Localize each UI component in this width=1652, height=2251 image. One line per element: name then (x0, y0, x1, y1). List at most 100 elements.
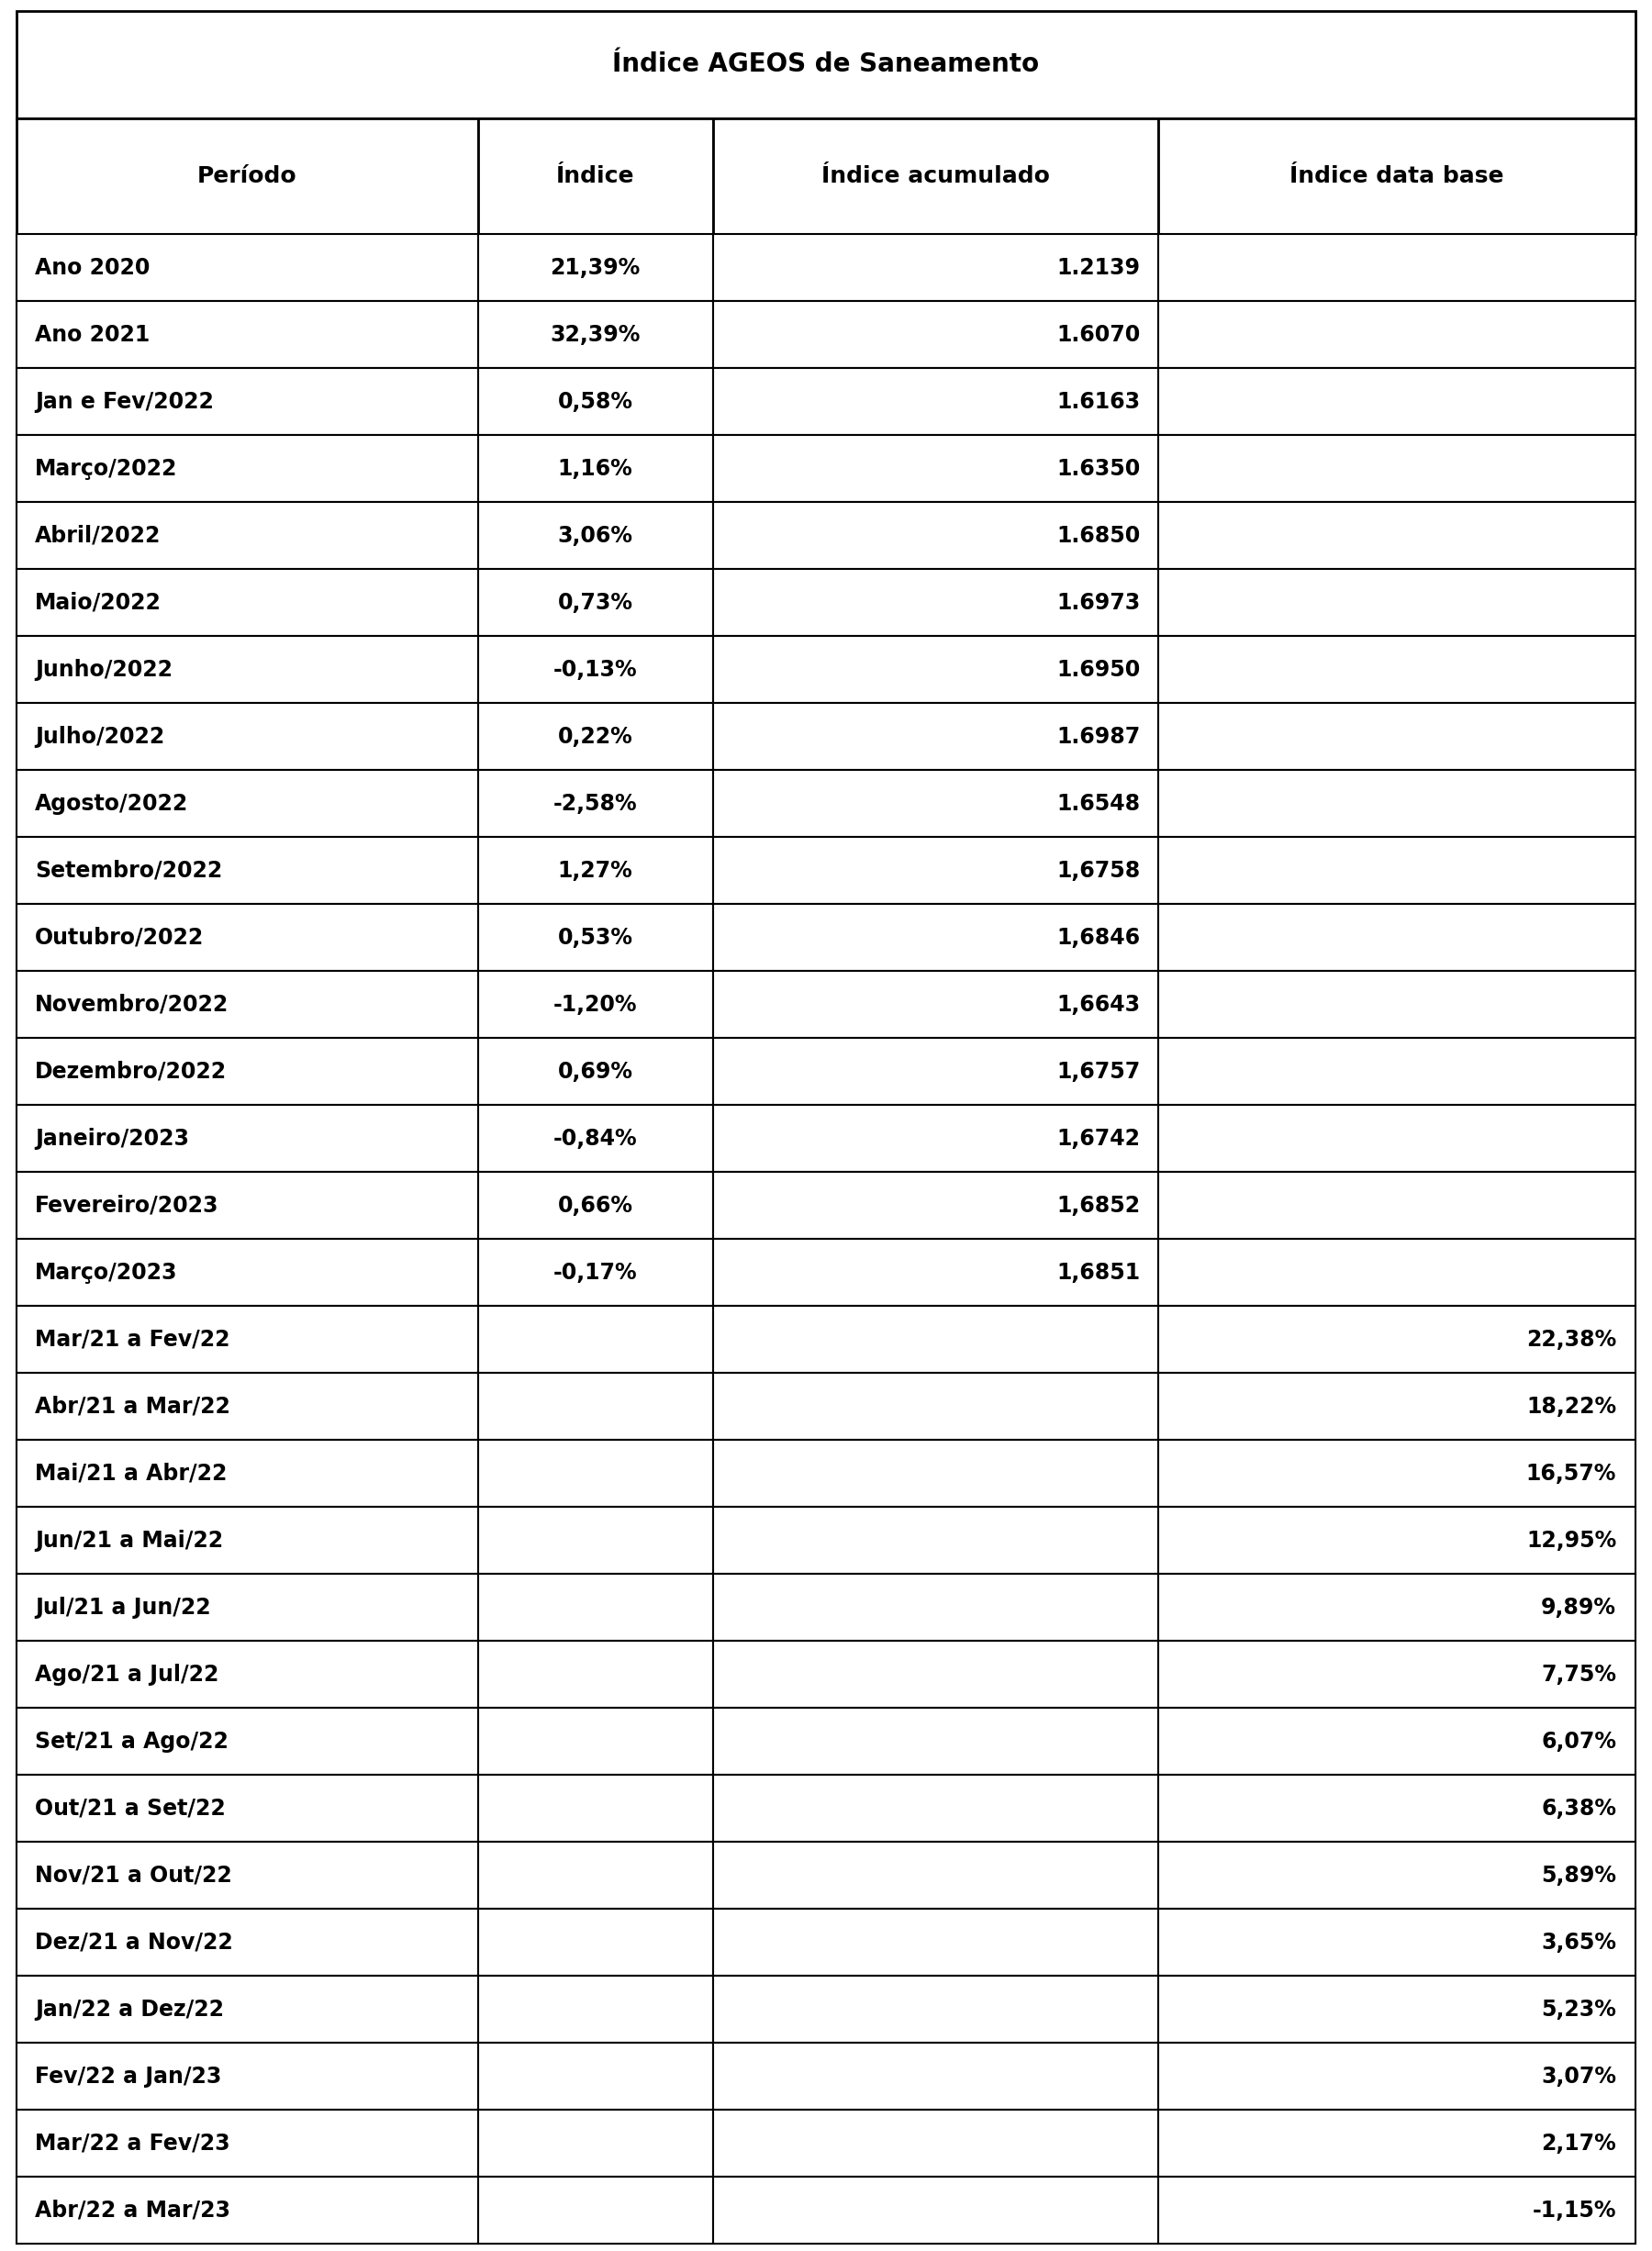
Bar (712, 970, 1158, 1038)
Bar (17, 1441, 477, 1506)
Bar (1158, 302, 1635, 369)
Text: Ano 2020: Ano 2020 (35, 257, 150, 279)
Bar (712, 1909, 1158, 1976)
Bar (477, 2109, 712, 2177)
Bar (712, 770, 1158, 837)
Bar (712, 369, 1158, 434)
Bar (477, 1306, 712, 1373)
Bar (477, 702, 712, 770)
Text: 9,89%: 9,89% (1541, 1596, 1616, 1618)
Bar (17, 1641, 477, 1709)
Bar (17, 1709, 477, 1774)
Text: Mar/21 a Fev/22: Mar/21 a Fev/22 (35, 1328, 230, 1351)
Bar (712, 1976, 1158, 2042)
Bar (712, 434, 1158, 502)
Bar (712, 1373, 1158, 1441)
Bar (17, 234, 477, 302)
Bar (17, 770, 477, 837)
Bar (17, 905, 477, 970)
Text: Dez/21 a Nov/22: Dez/21 a Nov/22 (35, 1931, 233, 1954)
Bar (477, 837, 712, 905)
Text: 0,73%: 0,73% (558, 592, 633, 615)
Bar (17, 837, 477, 905)
Text: 22,38%: 22,38% (1526, 1328, 1616, 1351)
Text: 0,22%: 0,22% (558, 725, 633, 747)
Bar (17, 637, 477, 702)
Text: 1,6757: 1,6757 (1056, 1060, 1140, 1083)
Bar (17, 1573, 477, 1641)
Text: 12,95%: 12,95% (1526, 1528, 1616, 1551)
Bar (477, 1105, 712, 1173)
Text: Março/2023: Março/2023 (35, 1261, 178, 1283)
Text: Ano 2021: Ano 2021 (35, 324, 150, 347)
Bar (17, 970, 477, 1038)
Bar (477, 637, 712, 702)
Bar (712, 702, 1158, 770)
Bar (712, 119, 1158, 234)
Bar (1158, 970, 1635, 1038)
Bar (477, 1641, 712, 1709)
Bar (1158, 119, 1635, 234)
Bar (1158, 2042, 1635, 2109)
Bar (17, 1105, 477, 1173)
Bar (712, 1238, 1158, 1306)
Text: Ago/21 a Jul/22: Ago/21 a Jul/22 (35, 1663, 218, 1686)
Text: Mai/21 a Abr/22: Mai/21 a Abr/22 (35, 1463, 226, 1483)
Text: 1,27%: 1,27% (558, 860, 633, 882)
Bar (477, 2177, 712, 2244)
Bar (712, 837, 1158, 905)
Bar (17, 1909, 477, 1976)
Bar (477, 234, 712, 302)
Bar (477, 1841, 712, 1909)
Bar (712, 570, 1158, 637)
Bar (477, 905, 712, 970)
Text: -0,17%: -0,17% (553, 1261, 638, 1283)
Bar (1158, 1976, 1635, 2042)
Bar (477, 502, 712, 570)
Bar (712, 1173, 1158, 1238)
Bar (17, 1976, 477, 2042)
Bar (712, 1038, 1158, 1105)
Text: Out/21 a Set/22: Out/21 a Set/22 (35, 1796, 226, 1819)
Text: 6,07%: 6,07% (1541, 1731, 1616, 1751)
Text: 1,6851: 1,6851 (1056, 1261, 1140, 1283)
Text: Jan e Fev/2022: Jan e Fev/2022 (35, 392, 213, 412)
Text: 5,89%: 5,89% (1541, 1864, 1616, 1886)
Text: Outubro/2022: Outubro/2022 (35, 927, 205, 948)
Text: Jul/21 a Jun/22: Jul/21 a Jun/22 (35, 1596, 211, 1618)
Bar (1158, 234, 1635, 302)
Bar (712, 1841, 1158, 1909)
Bar (712, 2109, 1158, 2177)
Text: 1,6852: 1,6852 (1056, 1195, 1140, 1216)
Bar (477, 570, 712, 637)
Bar (17, 1306, 477, 1373)
Bar (477, 434, 712, 502)
Bar (712, 1774, 1158, 1841)
Bar (477, 1173, 712, 1238)
Text: -1,15%: -1,15% (1533, 2199, 1616, 2222)
Text: 18,22%: 18,22% (1526, 1396, 1616, 1418)
Text: 21,39%: 21,39% (550, 257, 641, 279)
Bar (1158, 1909, 1635, 1976)
Text: -1,20%: -1,20% (553, 993, 638, 1015)
Text: Índice: Índice (557, 164, 634, 187)
Text: Fev/22 a Jan/23: Fev/22 a Jan/23 (35, 2064, 221, 2087)
Text: Nov/21 a Out/22: Nov/21 a Out/22 (35, 1864, 231, 1886)
Bar (1158, 1173, 1635, 1238)
Text: 1.6950: 1.6950 (1056, 660, 1140, 680)
Text: Mar/22 a Fev/23: Mar/22 a Fev/23 (35, 2132, 230, 2154)
Bar (1158, 570, 1635, 637)
Bar (1158, 1506, 1635, 1573)
Bar (1158, 1105, 1635, 1173)
Bar (712, 1105, 1158, 1173)
Text: -0,13%: -0,13% (553, 660, 638, 680)
Bar (17, 1774, 477, 1841)
Text: Junho/2022: Junho/2022 (35, 660, 173, 680)
Text: 3,65%: 3,65% (1541, 1931, 1616, 1954)
Bar (17, 1173, 477, 1238)
Bar (712, 1441, 1158, 1506)
Bar (712, 1506, 1158, 1573)
Text: 1.2139: 1.2139 (1057, 257, 1140, 279)
Bar (477, 1238, 712, 1306)
Bar (1158, 702, 1635, 770)
